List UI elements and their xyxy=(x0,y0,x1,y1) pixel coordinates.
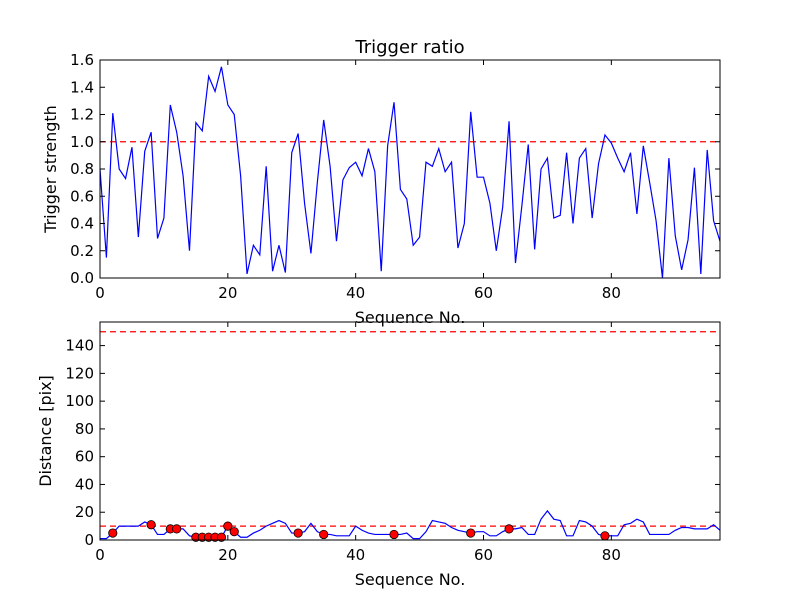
series-line xyxy=(100,66,720,278)
y-tick-label: 0 xyxy=(84,531,94,549)
y-tick-label: 0.8 xyxy=(70,160,94,178)
chart-title: Trigger ratio xyxy=(354,37,464,58)
y-axis-ticks: 0.0 0.2 0.4 0.6 0.8 1.0 1.2 1.4 1.6 xyxy=(70,51,720,287)
trigger-marker xyxy=(319,529,329,540)
y-tick-label: 1.6 xyxy=(70,51,94,69)
y-tick-label: 120 xyxy=(65,364,94,382)
x-tick-label: 60 xyxy=(474,284,493,302)
x-tick-label: 80 xyxy=(602,284,621,302)
x-tick-label: 40 xyxy=(346,284,365,302)
y-tick-label: 100 xyxy=(65,392,94,410)
trigger-marker xyxy=(172,524,182,534)
plot-area xyxy=(100,331,720,542)
y-tick-label: 80 xyxy=(75,420,94,438)
y-tick-label: 0.0 xyxy=(70,269,94,287)
y-tick-label: 0.6 xyxy=(70,187,94,205)
y-axis-label: Trigger strength xyxy=(41,105,60,234)
y-axis-label: Distance [pix] xyxy=(36,375,55,487)
trigger-marker xyxy=(466,528,476,538)
y-tick-label: 1.4 xyxy=(70,78,94,96)
trigger-marker xyxy=(229,527,239,537)
y-tick-label: 40 xyxy=(75,475,94,493)
x-tick-label: 80 xyxy=(602,546,621,564)
trigger-marker xyxy=(223,521,233,531)
trigger-marker xyxy=(216,532,227,542)
trigger-marker xyxy=(389,529,399,540)
distance-chart: 0 20 40 60 80 0 20 40 60 80 100 120 140 Sequence No… xyxy=(36,321,721,589)
y-tick-label: 20 xyxy=(75,503,94,521)
x-tick-label: 0 xyxy=(95,546,105,564)
x-tick-label: 20 xyxy=(218,284,237,302)
trigger-marker xyxy=(108,528,118,538)
plot-area xyxy=(100,66,720,278)
x-axis-label: Sequence No. xyxy=(355,308,466,327)
x-axis-ticks: 0 20 40 60 80 xyxy=(95,60,621,302)
x-tick-label: 40 xyxy=(346,546,365,564)
y-tick-label: 60 xyxy=(75,448,94,466)
y-tick-label: 0.2 xyxy=(70,242,94,260)
y-tick-label: 0.4 xyxy=(70,215,94,233)
x-tick-label: 60 xyxy=(474,546,493,564)
trigger-ratio-chart: Trigger ratio 0 20 40 60 80 0.0 0.2 0.4 0.6 0.8 1… xyxy=(41,37,721,327)
x-axis-label: Sequence No. xyxy=(355,570,466,589)
axes-frame xyxy=(99,321,721,541)
x-tick-label: 0 xyxy=(95,284,105,302)
x-tick-label: 20 xyxy=(218,546,237,564)
y-axis-ticks: 0 20 40 60 80 100 120 140 xyxy=(65,337,720,549)
y-tick-label: 140 xyxy=(65,337,94,355)
x-axis-ticks: 0 20 40 60 80 xyxy=(95,322,621,564)
trigger-marker xyxy=(504,524,514,534)
y-tick-label: 1.0 xyxy=(70,133,94,151)
trigger-marker xyxy=(293,528,303,538)
trigger-marker xyxy=(146,520,156,530)
y-tick-label: 1.2 xyxy=(70,106,94,124)
trigger-marker xyxy=(600,531,610,541)
